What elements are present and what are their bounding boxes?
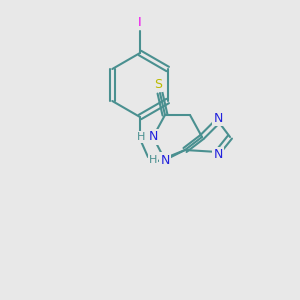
- Text: N: N: [148, 130, 158, 143]
- Text: N: N: [213, 112, 223, 124]
- Text: S: S: [154, 77, 162, 91]
- Text: N: N: [160, 154, 170, 166]
- Text: N: N: [213, 148, 223, 161]
- Text: H: H: [137, 132, 145, 142]
- Text: H: H: [149, 155, 157, 165]
- Text: S: S: [149, 157, 157, 169]
- Text: I: I: [138, 16, 142, 28]
